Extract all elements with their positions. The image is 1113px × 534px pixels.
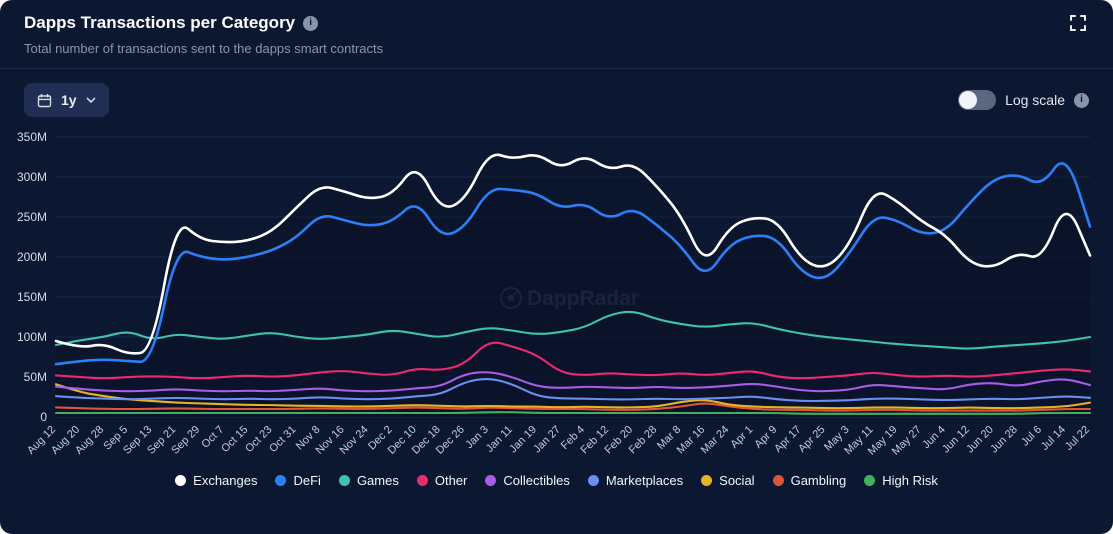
y-axis-label: 200M [17, 250, 47, 264]
legend-item-games[interactable]: Games [338, 473, 399, 488]
fullscreen-icon[interactable] [1067, 12, 1089, 34]
line-exchanges [54, 153, 1092, 355]
dappradar-watermark: DappRadar [500, 287, 639, 310]
legend-item-exchanges[interactable]: Exchanges [175, 473, 257, 488]
legend-item-marketplaces[interactable]: Marketplaces [587, 473, 684, 488]
legend-dot-social [701, 475, 713, 486]
legend-item-other[interactable]: Other [416, 473, 468, 488]
legend-label-high-risk: High Risk [882, 473, 938, 488]
title-info-icon[interactable]: i [303, 15, 319, 31]
y-axis-label: 250M [17, 210, 47, 224]
time-range-dropdown[interactable]: 1y [24, 83, 109, 117]
page-title: Dapps Transactions per Category [24, 13, 296, 32]
y-axis-label: 0 [40, 410, 47, 424]
legend-label-exchanges: Exchanges [193, 473, 258, 488]
legend-dot-gambling [772, 475, 784, 486]
time-range-value: 1y [61, 92, 77, 108]
legend-label-social: Social [719, 473, 755, 488]
legend-label-other: Other [434, 473, 468, 488]
legend-dot-exchanges [175, 475, 187, 486]
legend-label-gambling: Gambling [790, 473, 847, 488]
chevron-down-icon [86, 97, 96, 103]
card-header: Dapps Transactions per Category i Total … [0, 0, 1113, 69]
chart-area: 0 50M 100M 150M 200M 250M 300M 350M Aug 12 Aug 20… [0, 117, 1113, 473]
y-axis-label: 50M [24, 370, 47, 384]
page-subtitle: Total number of transactions sent to the… [24, 41, 384, 56]
legend: Exchanges DeFi Games Other Collectibles Marke… [0, 473, 1113, 488]
y-axis-label: 100M [17, 330, 47, 344]
legend-dot-marketplaces [587, 475, 599, 486]
x-axis-label: Apr 1 [728, 424, 755, 451]
line-collectibles [54, 371, 1092, 393]
legend-dot-defi [275, 475, 287, 486]
chart-controls: 1y Log scale i [0, 69, 1113, 117]
legend-item-collectibles[interactable]: Collectibles [485, 473, 570, 488]
legend-label-marketplaces: Marketplaces [605, 473, 684, 488]
legend-item-gambling[interactable]: Gambling [772, 473, 847, 488]
legend-label-games: Games [356, 473, 399, 488]
x-axis-label: Jul 22 [1063, 424, 1092, 453]
x-axis-label: Jul 14 [1039, 424, 1068, 453]
log-scale-control: Log scale i [958, 90, 1089, 110]
legend-dot-collectibles [485, 475, 497, 486]
legend-dot-high-risk [864, 475, 876, 486]
legend-label-defi: DeFi [293, 473, 321, 488]
line-social [54, 383, 1092, 410]
log-scale-label: Log scale [1005, 92, 1065, 108]
legend-item-high-risk[interactable]: High Risk [864, 473, 938, 488]
toggle-knob [959, 91, 978, 109]
legend-item-social[interactable]: Social [701, 473, 755, 488]
x-axis-label: Jan 27 [531, 424, 563, 456]
line-marketplaces [54, 377, 1092, 403]
watermark-text: DappRadar [527, 287, 639, 310]
line-high-risk [54, 411, 1092, 415]
log-scale-info-icon[interactable]: i [1074, 92, 1089, 108]
legend-dot-other [416, 475, 428, 486]
line-defi [54, 162, 1092, 366]
area-defi [56, 163, 1090, 417]
y-axis-label: 300M [17, 170, 47, 184]
x-axis-label: Jun 28 [988, 424, 1020, 456]
log-scale-toggle[interactable] [958, 90, 997, 110]
series-lines [54, 153, 1092, 415]
legend-item-defi[interactable]: DeFi [275, 473, 321, 488]
line-gambling [54, 402, 1092, 412]
calendar-icon [37, 93, 52, 107]
line-games [54, 310, 1092, 350]
x-axis-label: Apr 25 [796, 424, 827, 455]
y-axis-label: 350M [17, 130, 47, 144]
y-axis-label: 150M [17, 290, 47, 304]
legend-dot-games [338, 475, 350, 486]
line-other [54, 341, 1092, 380]
legend-label-collectibles: Collectibles [503, 473, 570, 488]
x-axis-label: Oct 31 [267, 424, 298, 455]
dappradar-logo-icon [500, 287, 522, 309]
